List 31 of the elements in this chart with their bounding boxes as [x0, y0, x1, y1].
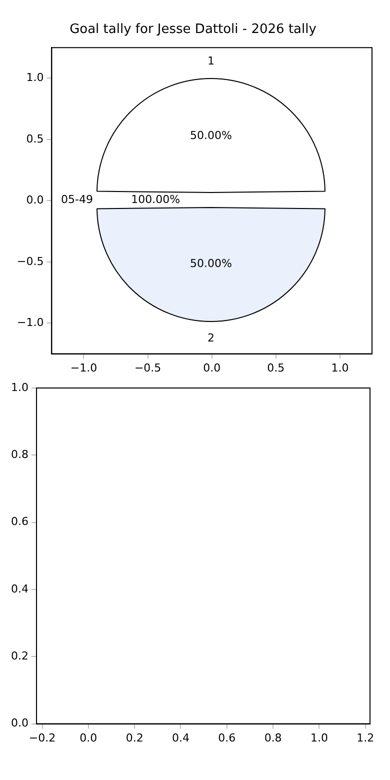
y-tick-label: 0.6	[10, 515, 28, 528]
y-tick-label: 0.0	[10, 716, 28, 730]
y-tick-label: 1.0	[10, 380, 28, 394]
x-tick-label: 0.0	[203, 361, 221, 374]
x-tick-label: 0.6	[218, 731, 236, 744]
annotation: 100.00%	[132, 193, 180, 206]
annotation: 05-49	[61, 193, 94, 206]
x-tick-label: 0.4	[172, 731, 190, 744]
x-tick-label: −0.2	[28, 731, 56, 744]
x-tick-label: 1.0	[331, 361, 349, 374]
slice-label: 1	[208, 54, 215, 68]
y-tick-label: −0.5	[16, 254, 44, 268]
data-label: 50.00%	[190, 129, 232, 142]
x-tick-label: −1.0	[70, 361, 98, 374]
y-tick-label: 0.0	[26, 194, 44, 207]
y-tick-label: 0.2	[10, 650, 28, 662]
x-tick-label: 0.5	[267, 361, 285, 374]
data-label: 50.00%	[190, 256, 232, 270]
x-tick-label: 0.2	[126, 731, 144, 744]
y-tick-label: 0.5	[26, 132, 44, 146]
slice-label: 2	[208, 332, 215, 345]
y-tick-label: 0.4	[10, 582, 28, 596]
x-tick-label: 0.8	[264, 731, 282, 744]
chart-title: Goal tally for Jesse Dattoli - 2026 tally	[70, 22, 317, 38]
x-tick-label: 0.0	[80, 731, 98, 744]
y-tick-label: 0.8	[10, 448, 28, 462]
x-tick-label: 1.2	[356, 731, 374, 744]
y-tick-label: 1.0	[26, 71, 44, 84]
x-tick-label: −0.5	[134, 361, 162, 374]
x-tick-label: 1.0	[310, 731, 328, 744]
y-tick-label: −1.0	[16, 316, 44, 330]
